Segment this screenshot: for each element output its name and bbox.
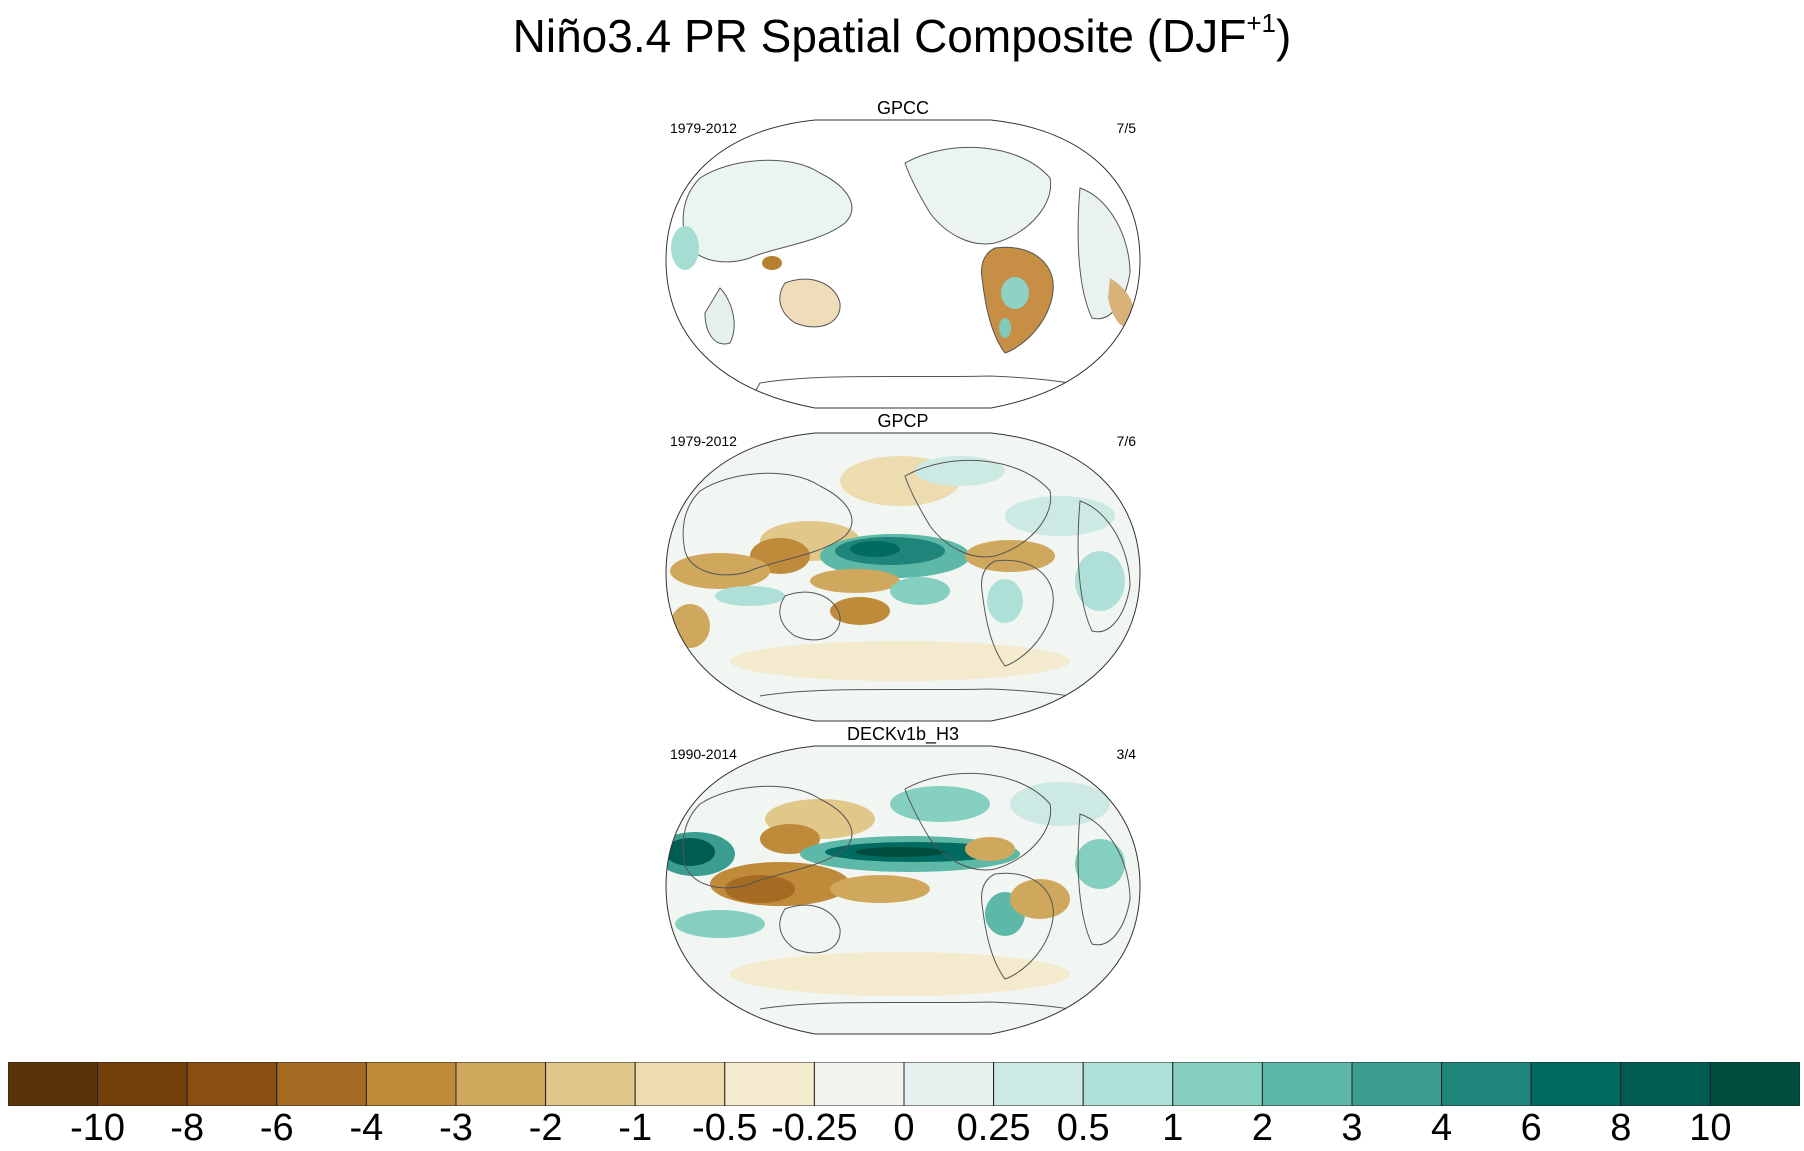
colorbar-tick-label: 0.25	[956, 1107, 1031, 1149]
colorbar-bin	[8, 1062, 99, 1106]
colorbar-bin	[1709, 1062, 1800, 1106]
colorbar-tick-label: 10	[1689, 1107, 1732, 1149]
panel-ratio: 7/5	[1116, 120, 1136, 136]
colorbar-bin	[993, 1062, 1084, 1106]
panel-ratio: 7/6	[1116, 433, 1136, 449]
colorbar-tick-label: -8	[170, 1107, 205, 1149]
colorbar-bin	[1082, 1062, 1174, 1106]
colorbar-tick-label: -3	[439, 1107, 473, 1149]
map-panel-gpcp: GPCP 1979-2012 7/6	[660, 411, 1146, 731]
map-gpcc	[665, 119, 1141, 409]
colorbar-tick-label: 8	[1610, 1107, 1632, 1149]
colorbar-bin	[455, 1062, 547, 1106]
colorbar-ticks: -10 -8 -6 -4 -3 -2 -1 -0.5 -0.25 0 0.25 0.5 1 2 3 4 6 8 10	[0, 1108, 1804, 1148]
panel-title: GPCC	[876, 98, 929, 118]
colorbar-bin	[1620, 1062, 1711, 1106]
colorbar	[8, 1062, 1800, 1106]
colorbar-bin	[1261, 1062, 1353, 1106]
map-panel-deckv1b-h3: DECKv1b_H3 1990-2014 3/4	[660, 724, 1146, 1044]
colorbar-tick-label: -0.5	[692, 1107, 758, 1149]
panel-period: 1979-2012	[670, 433, 737, 449]
panel-title: GPCP	[877, 411, 929, 431]
map-deckv1b-h3	[665, 745, 1141, 1035]
colorbar-tick-label: 6	[1520, 1107, 1542, 1149]
colorbar-bin	[365, 1062, 457, 1106]
map-gpcp	[665, 432, 1141, 722]
colorbar-bin	[903, 1062, 995, 1106]
colorbar-bin	[1172, 1062, 1263, 1106]
colorbar-tick-label: 4	[1431, 1107, 1453, 1149]
colorbar-bin	[545, 1062, 636, 1106]
colorbar-tick-label: 2	[1251, 1107, 1273, 1149]
colorbar-tick-label: -1	[618, 1107, 653, 1149]
colorbar-tick-label: 0	[893, 1107, 915, 1149]
colorbar-bin	[186, 1062, 278, 1106]
panel-period: 1979-2012	[670, 120, 737, 136]
chart-title: Niño3.4 PR Spatial Composite (DJF+1)	[0, 8, 1804, 64]
colorbar-bin	[1530, 1062, 1622, 1106]
colorbar-bin	[1351, 1062, 1443, 1106]
colorbar-tick-label: -10	[70, 1107, 126, 1149]
panel-title: DECKv1b_H3	[846, 724, 960, 744]
chart-title-superscript: +1	[1246, 8, 1277, 38]
colorbar-bin	[1441, 1062, 1532, 1106]
panel-period: 1990-2014	[670, 746, 737, 762]
map-panel-gpcc: GPCC 1979-2012 7/5	[660, 98, 1146, 418]
colorbar-tick-label: 0.5	[1056, 1107, 1110, 1149]
colorbar-bin	[276, 1062, 367, 1106]
colorbar-bin	[97, 1062, 188, 1106]
chart-title-main: Niño3.4 PR Spatial Composite (DJF	[512, 10, 1247, 62]
colorbar-tick-label: -2	[528, 1107, 563, 1149]
colorbar-bin	[634, 1062, 726, 1106]
colorbar-bin	[724, 1062, 815, 1106]
colorbar-bin	[813, 1062, 905, 1106]
colorbar-tick-label: 3	[1341, 1107, 1363, 1149]
chart-title-end: )	[1276, 10, 1292, 62]
colorbar-tick-label: 1	[1162, 1107, 1184, 1149]
colorbar-tick-label: -6	[259, 1107, 294, 1149]
colorbar-tick-label: -4	[349, 1107, 384, 1149]
colorbar-tick-label: -0.25	[771, 1107, 858, 1149]
panel-ratio: 3/4	[1116, 746, 1136, 762]
